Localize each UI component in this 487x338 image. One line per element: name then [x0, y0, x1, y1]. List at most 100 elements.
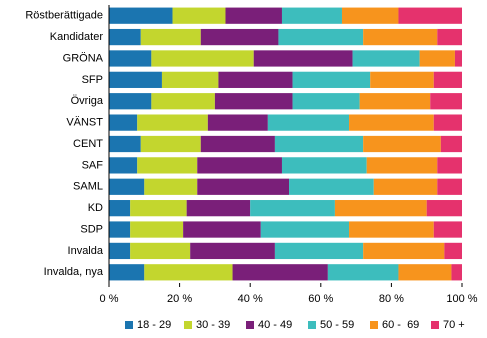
bar-segment	[232, 264, 328, 281]
legend-swatch	[431, 321, 439, 329]
bar-segment	[144, 264, 233, 281]
y-tick-label: SFP	[82, 74, 103, 86]
x-tick-label: 100 %	[446, 293, 477, 305]
bar-segment	[292, 71, 371, 88]
bar-segment	[140, 135, 201, 153]
bar-segment	[398, 264, 452, 281]
bar-segment	[109, 200, 131, 217]
bar-segment	[327, 264, 399, 281]
bar-segment	[109, 7, 173, 24]
bar-segment	[250, 200, 335, 217]
x-tick-label: 60 %	[308, 293, 333, 305]
bar-segment	[260, 221, 350, 238]
y-tick-label: SDP	[80, 223, 103, 235]
y-tick-label: Kandidater	[50, 31, 104, 43]
bar-segment	[437, 157, 462, 174]
y-tick-label: Övriga	[71, 95, 104, 107]
bar-segment	[137, 157, 198, 174]
bar-segment	[363, 28, 438, 46]
bar-segment	[451, 264, 462, 281]
legend-swatch	[370, 321, 378, 329]
y-tick-label: SAML	[73, 181, 103, 193]
bar-segment	[225, 7, 282, 24]
bar-segment	[109, 28, 141, 46]
legend-swatch	[125, 321, 133, 329]
legend-label: 40 - 49	[258, 319, 292, 331]
bar-segment	[109, 135, 141, 153]
bar-segment	[366, 157, 438, 174]
bar-segment	[200, 135, 275, 153]
legend-swatch	[246, 321, 254, 329]
bar-segment	[130, 221, 184, 238]
bar-segment	[144, 178, 198, 195]
bar-segment	[454, 50, 462, 67]
bar-segment	[444, 242, 462, 260]
bar-segment	[292, 93, 360, 110]
y-tick-label: KD	[88, 202, 103, 214]
bar-segment	[190, 242, 275, 260]
bar-segment	[253, 50, 353, 67]
bar-segment	[172, 7, 226, 24]
legend-label: 30 - 39	[196, 319, 230, 331]
bar-segment	[289, 178, 374, 195]
bar-segment	[109, 93, 152, 110]
bar-segment	[186, 200, 251, 217]
bar-segment	[281, 157, 367, 174]
bar-segment	[274, 242, 364, 260]
bar-segment	[281, 7, 342, 24]
bar-segment	[363, 242, 445, 260]
legend-swatch	[308, 321, 316, 329]
bar-segment	[109, 114, 138, 131]
bar-segment	[151, 93, 215, 110]
legend-label: 50 - 59	[320, 319, 354, 331]
y-tick-label: GRÖNA	[63, 52, 104, 64]
bar-segment	[207, 114, 268, 131]
bar-segment	[161, 71, 219, 88]
bar-segment	[341, 7, 399, 24]
legend-label: 60 - 69	[382, 319, 419, 331]
bar-segment	[109, 50, 152, 67]
bar-segment	[363, 135, 441, 153]
x-tick-label: 0 %	[100, 293, 119, 305]
bar-segment	[183, 221, 261, 238]
bar-segment	[214, 93, 293, 110]
bar-segment	[109, 157, 138, 174]
bar-segment	[433, 71, 462, 88]
legend-label: 18 - 29	[137, 319, 171, 331]
bar-segment	[274, 135, 364, 153]
bar-segment	[433, 114, 462, 131]
y-tick-label: Röstberättigade	[25, 10, 103, 22]
bar-segment	[426, 200, 462, 217]
x-tick-label: 20 %	[167, 293, 192, 305]
y-tick-label: CENT	[73, 138, 103, 150]
bar-segment	[151, 50, 254, 67]
legend-swatch	[184, 321, 192, 329]
bar-segment	[140, 28, 201, 46]
bar-segment	[334, 200, 427, 217]
y-tick-label: Invalda, nya	[44, 266, 104, 278]
y-tick-label: VÄNST	[66, 117, 103, 129]
bar-segment	[349, 221, 434, 238]
bar-segment	[437, 178, 462, 195]
bar-segment	[197, 157, 282, 174]
bar-segment	[109, 178, 145, 195]
bar-segment	[419, 50, 455, 67]
bar-segment	[359, 93, 431, 110]
x-tick-label: 40 %	[238, 293, 263, 305]
bar-segment	[440, 135, 462, 153]
bar-segment	[109, 221, 131, 238]
bar-segment	[352, 50, 420, 67]
bar-segment	[197, 178, 290, 195]
bar-segment	[130, 242, 191, 260]
legend-label: 70 +	[443, 319, 465, 331]
bar-segment	[349, 114, 434, 131]
y-tick-label: Invalda	[68, 245, 104, 257]
bar-segment	[109, 264, 145, 281]
x-tick-label: 80 %	[379, 293, 404, 305]
bar-segment	[267, 114, 350, 131]
bar-segment	[437, 28, 462, 46]
bar-segment	[433, 221, 462, 238]
bar-segment	[370, 71, 434, 88]
bar-segment	[278, 28, 364, 46]
